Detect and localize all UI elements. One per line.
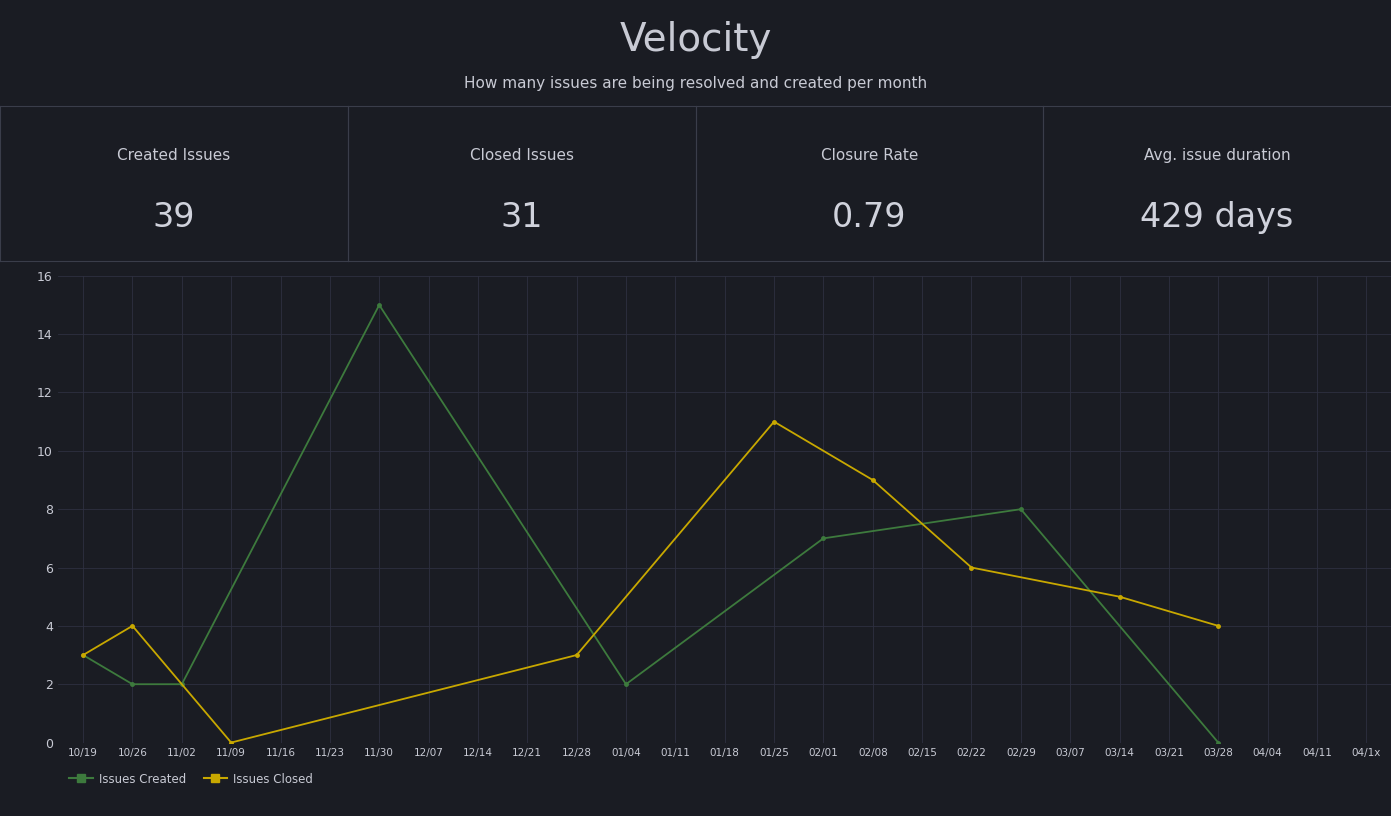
Text: 429 days: 429 days xyxy=(1141,202,1294,234)
Text: 0.79: 0.79 xyxy=(832,202,907,234)
Text: Velocity: Velocity xyxy=(619,21,772,60)
Text: Created Issues: Created Issues xyxy=(117,149,231,163)
Text: Avg. issue duration: Avg. issue duration xyxy=(1143,149,1291,163)
Text: Closure Rate: Closure Rate xyxy=(821,149,918,163)
Text: 39: 39 xyxy=(153,202,195,234)
Legend: Issues Created, Issues Closed: Issues Created, Issues Closed xyxy=(64,768,317,791)
Text: Closed Issues: Closed Issues xyxy=(470,149,573,163)
Text: How many issues are being resolved and created per month: How many issues are being resolved and c… xyxy=(465,77,926,91)
Text: 31: 31 xyxy=(501,202,542,234)
